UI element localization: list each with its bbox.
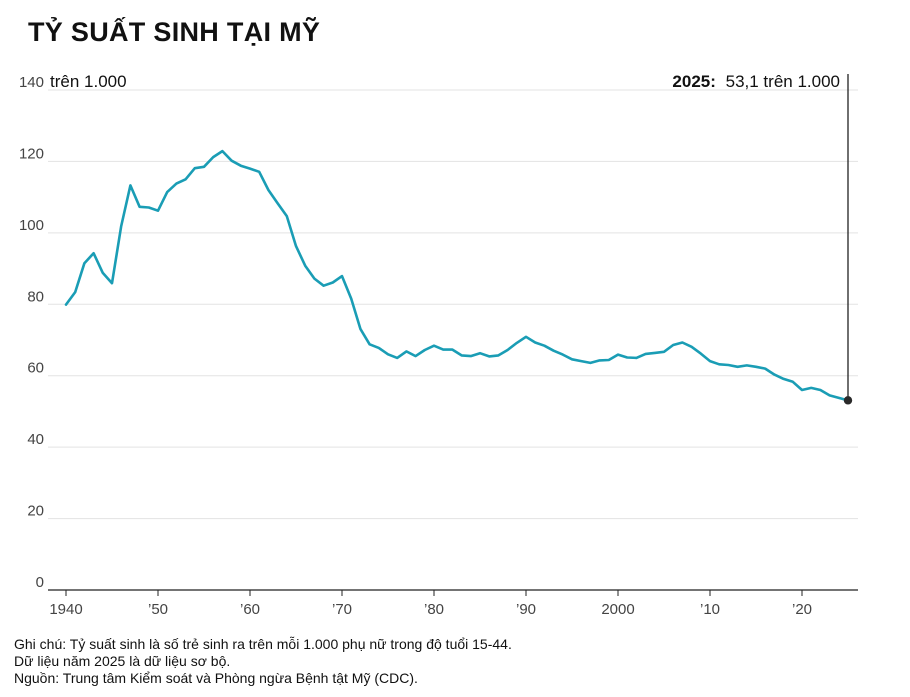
grid-lines [48, 89, 858, 520]
y-tick-label-140: 140 [19, 74, 44, 91]
x-tick-label-1990: ’90 [516, 601, 536, 618]
y-tick-label-80: 80 [27, 288, 44, 305]
x-tick-label-1980: ’80 [424, 601, 444, 618]
x-tick-label-1960: ’60 [240, 601, 260, 618]
annotation-point-2025 [843, 396, 853, 405]
annotation-year: 2025: [672, 72, 715, 91]
y-tick-label-40: 40 [27, 431, 44, 448]
y-unit-label: trên 1.000 [50, 72, 127, 91]
x-tick-label-2000: 2000 [601, 601, 634, 618]
annotation-label: 2025: 53,1 trên 1.000 [672, 72, 840, 91]
note-source: Nguồn: Trung tâm Kiểm soát và Phòng ngừa… [14, 670, 418, 686]
note-definition: Ghi chú: Tỷ suất sinh là số trẻ sinh ra … [14, 636, 512, 652]
y-tick-label-120: 120 [19, 145, 44, 162]
fertility-rate-chart: 0 20 40 60 80 100 120 140 trên 1.000 1940 ’50 ’60… [19, 72, 858, 618]
y-tick-label-100: 100 [19, 217, 44, 234]
x-axis-ticks: 1940 ’50 ’60 ’70 ’80 ’90 2000 ’10 ’20 [49, 590, 812, 618]
x-tick-label-1950: ’50 [148, 601, 168, 618]
series-line-fertility-rate [64, 149, 850, 402]
x-tick-label-1970: ’70 [332, 601, 352, 618]
y-tick-label-60: 60 [27, 360, 44, 377]
x-tick-label-2010: ’10 [700, 601, 720, 618]
y-tick-label-20: 20 [27, 503, 44, 520]
y-tick-label-0: 0 [36, 574, 44, 591]
chart-notes: Ghi chú: Tỷ suất sinh là số trẻ sinh ra … [14, 636, 512, 687]
annotation-value: 53,1 trên 1.000 [726, 72, 840, 91]
x-tick-label-1940: 1940 [49, 601, 82, 618]
y-axis-ticks: 0 20 40 60 80 100 120 140 [19, 74, 44, 591]
x-tick-label-2020: ’20 [792, 601, 812, 618]
note-preliminary: Dữ liệu năm 2025 là dữ liệu sơ bộ. [14, 653, 231, 669]
chart-title: TỶ SUẤT SINH TẠI MỸ [28, 17, 321, 47]
